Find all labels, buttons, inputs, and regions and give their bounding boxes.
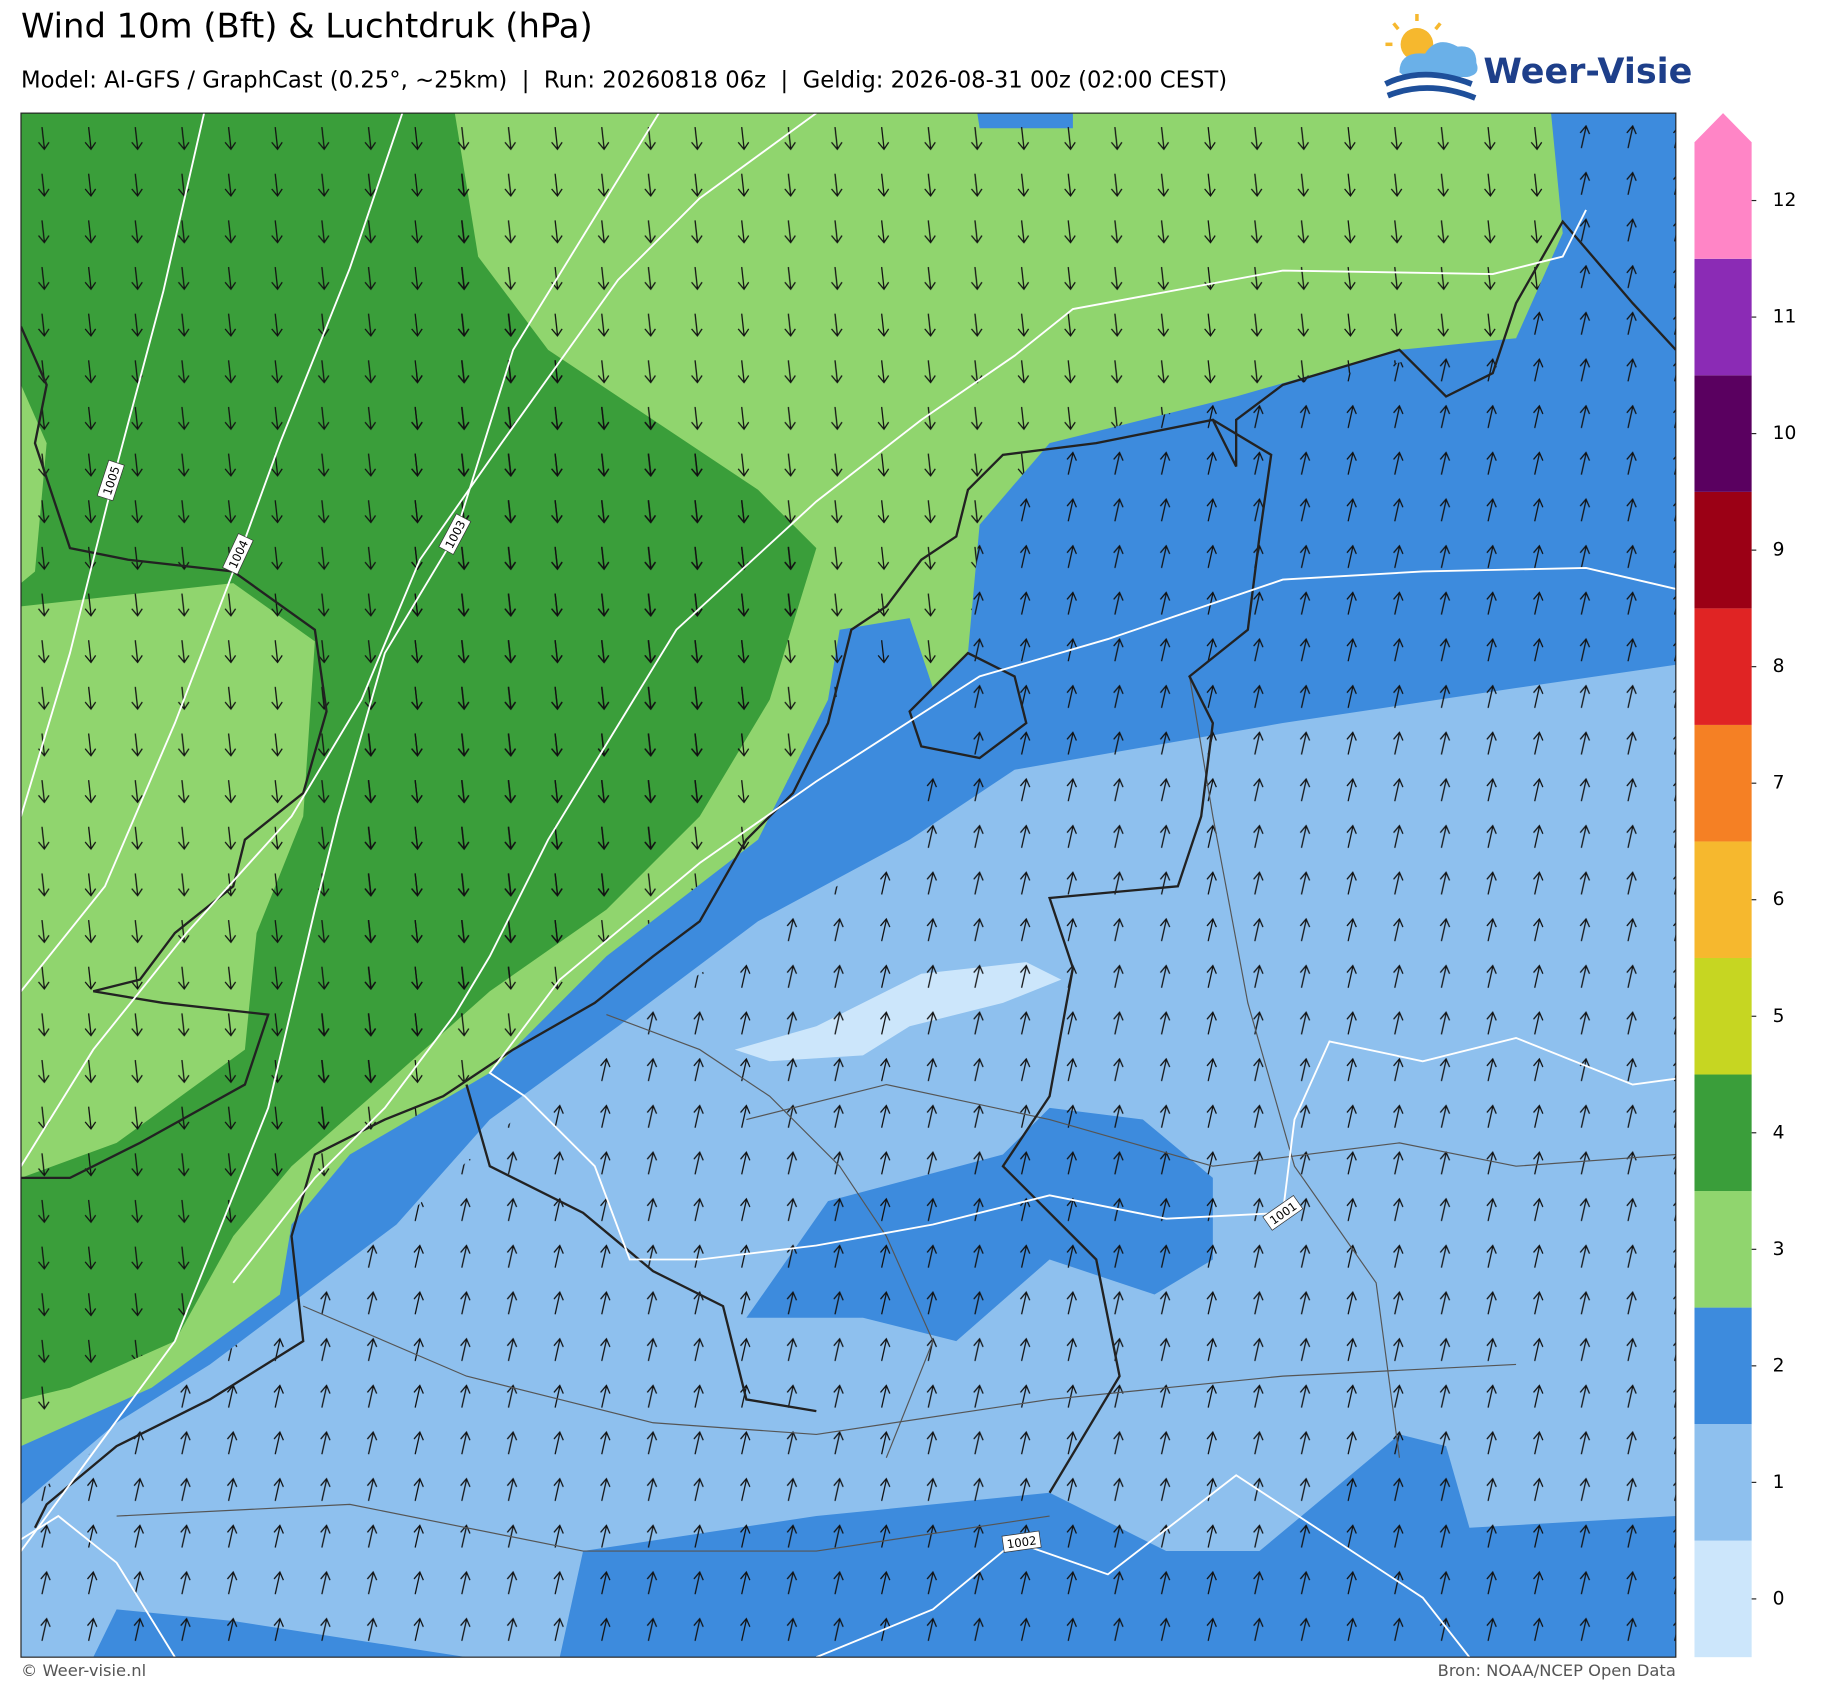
colorbar-label: 10	[1773, 423, 1797, 444]
colorbar-label: 7	[1773, 773, 1785, 794]
subtitle: Model: AI-GFS / GraphCast (0.25°, ~25km)…	[21, 67, 1227, 93]
source: Bron: NOAA/NCEP Open Data	[1438, 1661, 1676, 1680]
colorbar-label: 9	[1773, 540, 1785, 561]
colorbar-segment	[1694, 1540, 1752, 1658]
colorbar-label: 12	[1773, 190, 1797, 211]
colorbar-segment	[1694, 1074, 1752, 1192]
colorbar-segment	[1694, 375, 1752, 492]
isobar-label-box	[438, 513, 472, 555]
colorbar-label: 8	[1773, 656, 1785, 677]
colorbar-segment	[1694, 957, 1752, 1075]
colorbar-label: 0	[1773, 1588, 1785, 1609]
title: Wind 10m (Bft) & Luchtdruk (hPa)	[21, 6, 593, 45]
isobar-label-box	[1262, 1194, 1304, 1231]
colorbar-label: 6	[1773, 889, 1785, 910]
isobar-label-text: 1002	[1006, 1533, 1037, 1551]
copyright: © Weer-visie.nl	[21, 1661, 146, 1680]
colorbar-segment	[1694, 1191, 1752, 1308]
colorbar-segment	[1694, 258, 1752, 376]
colorbar-segment	[1694, 724, 1752, 842]
colorbar-label: 3	[1773, 1239, 1785, 1260]
isobar-label: 1002	[1001, 1530, 1042, 1553]
colorbar-segment	[1694, 491, 1752, 609]
colorbar-segment	[1694, 841, 1752, 958]
colorbar-segment	[1694, 113, 1752, 259]
isobar-label-box	[96, 459, 125, 502]
colorbar-label: 2	[1773, 1355, 1785, 1376]
colorbar-segment	[1694, 608, 1752, 725]
isobar-label-box	[222, 533, 254, 575]
colorbar-label: 4	[1773, 1122, 1785, 1143]
logo: Weer-Visie	[1384, 13, 1692, 101]
colorbar-label: 1	[1773, 1472, 1785, 1493]
colorbar-segment	[1694, 1424, 1752, 1541]
colorbar-label: 5	[1773, 1006, 1785, 1027]
colorbar-label: 11	[1773, 307, 1797, 328]
isobar-label-box	[1001, 1530, 1042, 1553]
logo-text: Weer-Visie	[1483, 52, 1692, 92]
colorbar-segment	[1694, 1307, 1752, 1425]
map-frame	[20, 112, 1677, 1658]
